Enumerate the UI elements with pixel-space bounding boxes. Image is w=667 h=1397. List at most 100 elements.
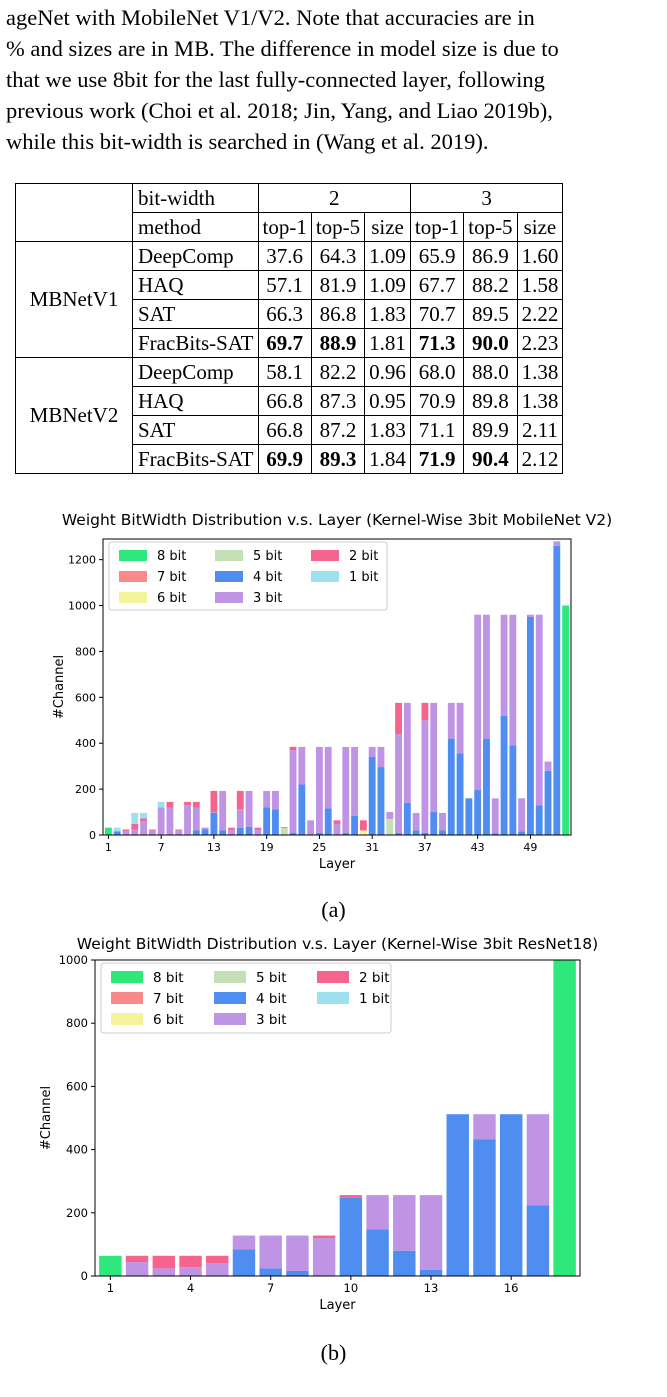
- bar-segment: [447, 738, 455, 835]
- bar-segment: [166, 801, 174, 808]
- bar-segment: [465, 798, 473, 835]
- bar-segment: [421, 720, 429, 833]
- bar-segment: [315, 746, 323, 833]
- bar-segment: [315, 832, 323, 835]
- bar-segment: [419, 1269, 443, 1276]
- bar-segment: [263, 790, 271, 808]
- value-cell: 88.2: [463, 270, 518, 300]
- bar-segment: [148, 829, 156, 831]
- value-cell: 89.3: [310, 444, 366, 474]
- legend-label: 3 bit: [256, 1012, 287, 1028]
- method-cell: HAQ: [132, 270, 259, 300]
- legend-swatch: [214, 992, 246, 1004]
- bar-segment: [474, 614, 482, 791]
- value-cell: 88.9: [310, 328, 366, 358]
- y-tick-label: 400: [66, 1143, 88, 1157]
- method-cell: FracBits-SAT: [132, 328, 259, 358]
- bar-segment: [377, 746, 385, 768]
- col-header: top-5: [310, 212, 366, 242]
- bar-segment: [131, 812, 139, 824]
- legend-swatch: [215, 550, 243, 561]
- body-paragraph: ageNet with MobileNet V1/V2. Note that a…: [6, 2, 666, 157]
- x-tick-label: 1: [105, 841, 112, 854]
- bar-segment: [179, 1267, 202, 1276]
- value-cell: 69.9: [257, 444, 312, 474]
- bar-segment: [393, 1250, 416, 1276]
- bar-segment: [518, 798, 526, 832]
- bar-segment: [179, 1255, 202, 1268]
- bar-segment: [339, 1197, 363, 1276]
- bar-segment: [333, 820, 341, 824]
- bar-segment: [359, 820, 367, 831]
- bar-segment: [175, 830, 183, 835]
- legend-swatch: [111, 992, 143, 1004]
- bar-segment: [245, 826, 253, 835]
- legend-swatch: [111, 971, 143, 983]
- value-cell: 66.3: [257, 299, 312, 329]
- bar-segment: [152, 1268, 176, 1276]
- bar-segment: [219, 790, 227, 831]
- bar-segment: [395, 832, 402, 835]
- bar-segment: [298, 746, 306, 785]
- bar-segment: [386, 818, 394, 835]
- legend-swatch: [119, 571, 147, 582]
- bar-segment: [272, 809, 279, 835]
- y-axis-label: #Channel: [52, 655, 67, 719]
- value-cell: 71.9: [409, 444, 465, 474]
- bar-segment: [499, 1114, 523, 1276]
- y-tick-label: 0: [89, 829, 96, 842]
- bar-segment: [412, 830, 420, 835]
- value-cell: 67.7: [409, 270, 465, 300]
- value-cell: 1.84: [364, 444, 411, 474]
- method-cell: DeepComp: [132, 357, 259, 387]
- bar-segment: [473, 1114, 496, 1140]
- y-tick-label: 1000: [68, 600, 96, 613]
- value-cell: 69.7: [257, 328, 312, 358]
- value-cell: 90.0: [463, 328, 518, 358]
- legend-swatch: [215, 592, 243, 603]
- y-tick-label: 800: [75, 645, 96, 658]
- value-cell: 87.2: [310, 415, 366, 445]
- bar-segment: [366, 1229, 389, 1276]
- bar-segment: [184, 801, 191, 806]
- legend-label: 6 bit: [153, 1012, 184, 1028]
- table-row: MBNetV1 DeepComp 37.6 64.3 1.09 65.9 86.9 1.60: [15, 241, 564, 358]
- value-cell: 66.8: [257, 386, 312, 416]
- bar-segment: [312, 1235, 336, 1239]
- paragraph-line: ageNet with MobileNet V1/V2. Note that a…: [6, 5, 535, 30]
- legend-label: 4 bit: [256, 991, 287, 1007]
- x-tick-label: 4: [187, 1281, 194, 1295]
- group-label: MBNetV2: [15, 357, 133, 474]
- bar-segment: [122, 829, 130, 832]
- bar-segment: [272, 790, 279, 810]
- bar-segment: [140, 812, 147, 819]
- bar-segment: [192, 801, 200, 808]
- col-header: size: [516, 212, 564, 242]
- bar-segment: [289, 832, 297, 835]
- bar-segment: [403, 702, 411, 803]
- value-cell: 88.0: [463, 357, 518, 387]
- value-cell: 1.81: [364, 328, 411, 358]
- bar-segment: [439, 830, 446, 835]
- bar-segment: [351, 815, 359, 835]
- table-row: SAT 66.3 86.8 1.83 70.7 89.5 2.22: [16, 299, 564, 329]
- table-row: FracBits-SAT 69.7 88.9 1.81 71.3 90.0 2.23: [16, 328, 564, 358]
- value-cell: 1.09: [364, 270, 411, 300]
- bar-segment: [500, 614, 508, 716]
- y-tick-label: 0: [81, 1269, 88, 1283]
- bar-segment: [535, 805, 543, 835]
- bar-segment: [491, 798, 499, 834]
- bar-segment: [395, 702, 402, 735]
- value-cell: 70.7: [409, 299, 465, 329]
- col-header: top-5: [463, 212, 518, 242]
- table-corner: [15, 183, 133, 242]
- y-tick-label: 600: [66, 1079, 88, 1093]
- legend-label: 2 bit: [359, 970, 390, 986]
- value-cell: 57.1: [257, 270, 312, 300]
- y-axis-label: #Channel: [39, 1086, 54, 1150]
- y-tick-label: 600: [75, 691, 96, 704]
- bar-segment: [333, 823, 341, 835]
- bar-segment: [289, 750, 297, 833]
- bar-segment: [113, 827, 121, 832]
- x-tick-label: 49: [523, 841, 537, 854]
